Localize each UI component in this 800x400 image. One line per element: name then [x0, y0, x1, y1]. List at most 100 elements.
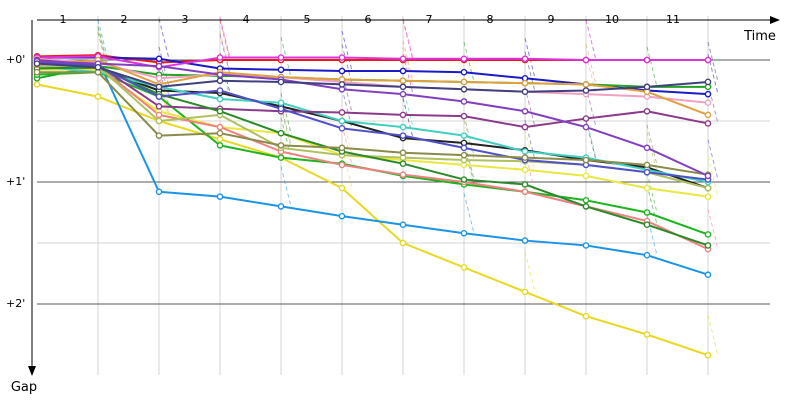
series-line [36, 83, 709, 357]
data-point [460, 112, 468, 120]
data-point [399, 221, 407, 228]
data-point [216, 123, 224, 131]
data-point [643, 161, 651, 169]
data-point [277, 129, 285, 137]
data-point [338, 54, 346, 61]
data-point [521, 166, 529, 174]
lap-connector [219, 17, 231, 58]
data-point [338, 67, 346, 75]
data-point [216, 142, 224, 149]
data-point [704, 111, 712, 119]
y-axis-arrow [28, 366, 36, 376]
data-point [582, 81, 590, 88]
data-point [94, 93, 102, 100]
data-point [399, 111, 407, 119]
x-tick-label: 4 [243, 13, 250, 26]
data-point [399, 239, 407, 247]
data-point [582, 203, 590, 210]
data-point [582, 115, 590, 122]
lap-connector [280, 166, 292, 207]
x-tick-label: 8 [487, 13, 494, 26]
series-line [36, 61, 709, 181]
data-point [399, 67, 407, 75]
lap-connector [585, 44, 597, 85]
data-point [582, 87, 590, 94]
data-point [155, 83, 163, 91]
y-axis-title: Gap [11, 380, 37, 395]
data-point [216, 54, 224, 61]
lap-connector [524, 251, 536, 292]
data-point [704, 56, 712, 64]
x-tick-label: 9 [548, 13, 555, 26]
data-point [460, 78, 468, 86]
data-point [399, 55, 407, 63]
data-point [338, 125, 346, 132]
data-point [33, 81, 41, 88]
data-point [155, 55, 163, 63]
data-point [399, 90, 407, 98]
data-point [216, 129, 224, 137]
data-point [582, 123, 590, 131]
data-point [521, 181, 529, 188]
data-point [338, 117, 346, 125]
data-point [582, 172, 590, 180]
data-point [460, 85, 468, 93]
data-point [460, 229, 468, 237]
data-point [94, 64, 102, 71]
series-line [36, 66, 709, 247]
data-point [460, 55, 468, 63]
lap-connector [158, 18, 170, 59]
data-point [399, 123, 407, 131]
series-line [37, 71, 709, 176]
data-point [216, 77, 224, 85]
data-point [216, 87, 224, 94]
data-point [643, 221, 651, 228]
series-line [36, 57, 709, 104]
data-point [643, 251, 651, 259]
data-point [704, 184, 712, 192]
data-point [521, 188, 529, 196]
data-point [277, 142, 285, 149]
data-point [704, 351, 712, 359]
x-tick-label: 6 [365, 13, 372, 26]
data-point [399, 160, 407, 167]
data-point [704, 90, 712, 98]
data-point [704, 231, 712, 238]
data-point [521, 123, 529, 131]
x-tick-label: 2 [121, 13, 128, 26]
data-point [460, 68, 468, 76]
data-point [643, 56, 651, 64]
data-point [643, 331, 651, 338]
data-point [704, 172, 712, 180]
series-line [36, 59, 709, 129]
data-point [216, 95, 224, 103]
data-point [338, 212, 346, 220]
data-point [216, 193, 224, 200]
series-lines [36, 54, 709, 357]
data-point [33, 68, 41, 76]
data-point [704, 78, 712, 86]
data-point [277, 99, 285, 106]
data-point [643, 184, 651, 192]
data-point [216, 107, 224, 115]
data-point [521, 288, 529, 296]
data-point [704, 120, 712, 127]
data-point [521, 55, 529, 63]
series-line [36, 62, 709, 93]
data-point [704, 193, 712, 200]
x-tick-label: 1 [60, 13, 67, 26]
data-point [704, 242, 712, 249]
data-point [399, 83, 407, 91]
data-point [155, 111, 163, 119]
lap-connector [707, 315, 719, 356]
data-point [216, 71, 224, 78]
x-tick-label: 7 [426, 13, 433, 26]
data-point [704, 271, 712, 279]
data-point [277, 154, 285, 161]
x-tick-label: 5 [304, 13, 311, 26]
data-point [582, 312, 590, 320]
data-point [460, 151, 468, 159]
x-axis-arrow [770, 16, 780, 24]
lap-connector [463, 193, 475, 234]
data-point [277, 54, 285, 61]
